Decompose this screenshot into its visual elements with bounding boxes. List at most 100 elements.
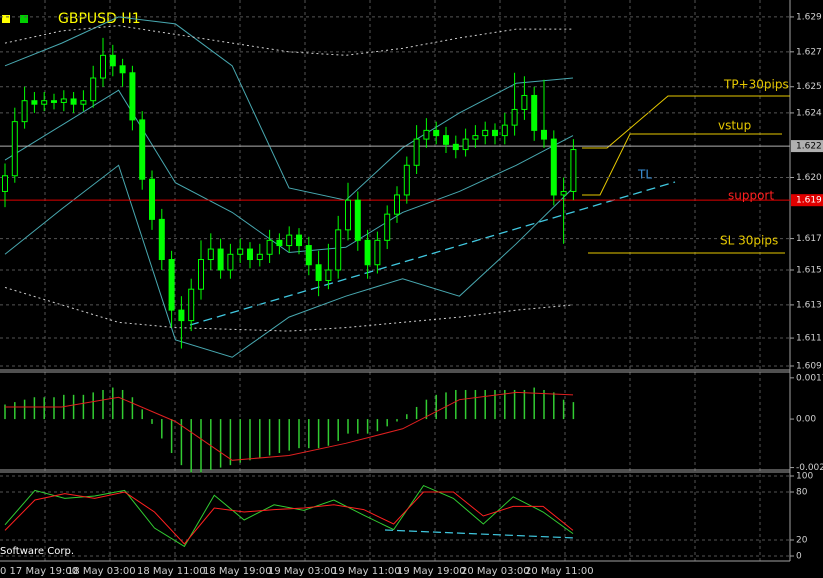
candle-body [276,239,283,247]
candle-body [423,129,430,140]
candle-body [11,121,18,177]
candle-body [403,164,410,196]
candle-body [384,213,391,241]
y-tick-label: 80 [796,488,808,498]
candle-body [305,245,312,266]
oscillator-line [4,491,574,545]
y-tick-label: 1.617 [796,234,822,244]
x-tick-label: 20 May 11:00 [525,566,594,577]
candle-body [521,94,528,110]
candle-body [256,253,263,261]
candle-body [109,54,116,67]
candle-body [266,239,273,255]
candle-body [354,199,361,241]
candle-body [541,129,547,140]
candle-body [237,248,244,255]
candle-body [394,194,400,215]
candle-body [345,199,351,231]
candle-body [70,98,77,105]
y-tick-label: 20 [796,536,808,546]
candle-body [472,135,479,140]
candle-body [325,269,332,281]
x-tick-label: 18 May 11:00 [137,566,206,577]
candle-body [560,190,567,196]
y-tick-label: -0.002 [796,463,823,473]
band-line [4,164,574,358]
divergence-line [384,529,576,539]
trend-line [189,181,676,326]
candle-body [492,129,498,137]
y-tick-label: 1.620 [796,173,822,183]
candle-body [21,100,28,123]
y-tick-label: 1.625 [796,82,822,92]
candle-body [60,98,67,103]
candle-body [139,119,146,180]
candle-body [217,248,224,271]
y-tick-label: 1.629 [796,12,822,22]
candle-body [100,54,106,79]
candle-body [315,264,322,281]
candle-body [188,288,195,322]
band-line [4,16,574,201]
candle-body [413,138,420,166]
entry-line [582,133,782,196]
y-tick-label: 1.615 [796,265,822,275]
candle-body [531,94,538,131]
annotation: SL 30pips [720,234,778,248]
candle-body [247,248,253,261]
candle-body [482,129,489,137]
y-tick-label: 1.627 [796,47,822,57]
oscillator-line [4,484,574,548]
price-box [791,140,823,153]
candle-body [443,135,449,145]
x-tick-label: 19 May 03:00 [268,566,337,577]
x-tick-label: 20 May 03:00 [461,566,530,577]
candle-body [129,72,136,121]
candle-body [550,138,557,196]
x-tick-label: 19 May 11:00 [332,566,401,577]
candle-body [227,253,234,271]
tp-line [582,95,790,149]
price-box [791,194,823,207]
signal-line [5,391,574,461]
candle-body [501,124,508,137]
y-tick-label: 1.609 [796,361,822,371]
candle-body [462,138,469,151]
candle-body [364,239,371,266]
candle-body [207,248,214,261]
price-box-label: 1.622 [796,142,822,152]
footer: Software Corp. [0,546,74,557]
y-tick-label: 100 [796,472,813,482]
candle-body [2,175,8,192]
candle-body [335,229,342,271]
annotation: TL [637,168,652,182]
annotation: vstup [718,119,751,133]
annotation: support [728,189,774,203]
candle-body [296,234,302,247]
indicator-square [2,15,10,23]
y-tick-label: 1.624 [796,108,822,118]
candle-body [158,218,165,261]
candle-body [433,129,440,137]
band-line [4,25,573,56]
candle-body [31,100,38,105]
y-tick-label: 0.00 [796,415,816,425]
candle-body [198,259,204,290]
candle-body [570,149,577,192]
candle-body [286,234,293,247]
candle-body [511,108,518,126]
x-tick-label: 18 May 03:00 [67,566,136,577]
x-tick-label: 0 17 May 19:00 [0,566,78,577]
candle-body [168,259,175,311]
candle-body [41,100,48,105]
candle-body [119,65,126,74]
chart-title: GBPUSD H1 [58,11,141,27]
annotation: TP+30pips [723,78,789,92]
y-tick-label: 0 [796,552,802,562]
x-tick-label: 19 May 19:00 [397,566,466,577]
candle-body [80,100,87,105]
candle-body [51,100,57,103]
candle-body [452,143,459,151]
